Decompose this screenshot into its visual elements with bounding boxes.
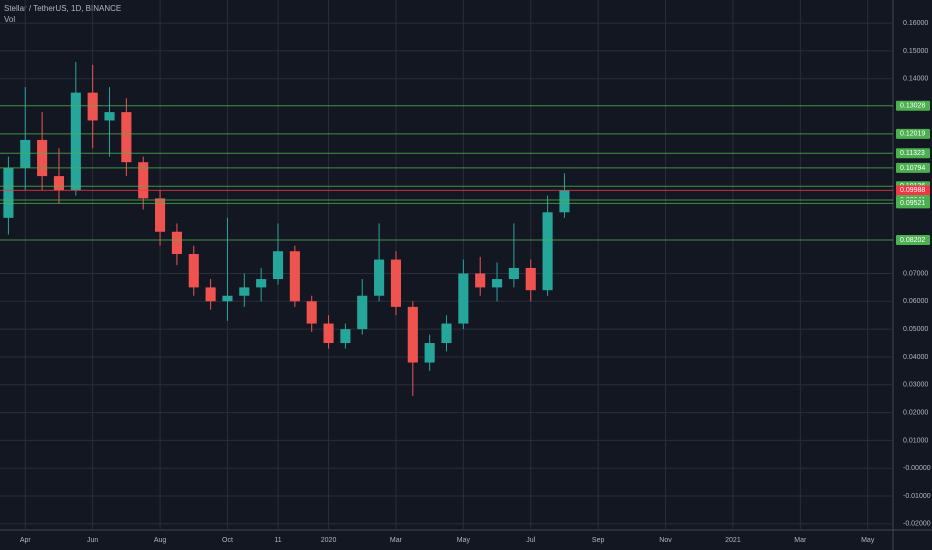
level-tag [896,148,930,159]
candle-body [340,329,351,344]
chart-title: Stellar / TetherUS, 1D, BINANCE [4,4,121,13]
candle-body [458,273,469,324]
y-tick-label: 0.15000 [903,48,928,55]
y-tick-label: 0.06000 [903,298,928,305]
candle-body [390,259,402,307]
x-tick-label: 2020 [321,537,337,544]
candle-body [475,273,486,288]
candle-body [20,139,31,168]
candle-body [306,301,317,324]
candle-body [87,92,98,121]
x-tick-label: Jun [87,537,98,544]
candle-body [542,212,553,291]
candle-body [70,92,81,191]
candle-body [508,267,519,280]
candle-body [155,198,166,232]
candle-body [188,254,199,288]
level-tag [896,185,930,196]
indicator-label: Vol [4,15,15,24]
candle-body [357,295,368,330]
level-tag [896,100,930,111]
level-label: 0.12019 [900,131,925,138]
level-label: 0.09521 [900,200,925,207]
x-tick-label: 2021 [725,537,741,544]
level-label: 0.09988 [900,187,925,194]
y-tick-label: 0.07000 [903,270,928,277]
y-tick-label: 0.02000 [903,409,928,416]
candle-body [289,251,300,302]
x-tick-label: 11 [274,537,281,544]
level-tag [896,198,930,209]
y-tick-label: -0.02000 [903,521,931,528]
candle-body [104,112,115,121]
candle-body [239,287,250,296]
x-tick-label: Sep [592,537,605,544]
candle-body [424,343,435,363]
candle-body [491,279,503,288]
candle-body [138,162,149,199]
level-label: 0.13028 [900,103,925,110]
y-tick-label: 0.04000 [903,354,928,361]
y-tick-label: 0.05000 [903,326,928,333]
y-tick-label: 0.16000 [903,20,928,27]
candle-body [559,190,570,213]
y-tick-label: 0.03000 [903,382,928,389]
x-tick-label: May [457,537,471,544]
candle-body [53,176,65,191]
x-tick-label: Apr [20,537,32,544]
candle-body [3,167,14,218]
x-tick-label: Mar [390,537,403,544]
level-label: 0.08202 [900,237,925,244]
candle-body [205,287,216,302]
candle-body [256,279,267,288]
x-tick-label: Nov [659,537,672,544]
level-label: 0.10794 [900,165,925,172]
x-tick-label: Mar [794,537,807,544]
level-label: 0.11323 [900,150,925,157]
candle-body [441,323,452,344]
y-tick-label: -0.00000 [903,465,931,472]
level-tag [896,162,930,173]
x-tick-label: Aug [154,537,167,544]
candle-body [272,251,284,280]
candle-body [171,231,182,255]
y-tick-label: -0.01000 [903,493,931,500]
x-tick-label: Oct [222,537,233,544]
candle-body [222,295,233,302]
x-tick-label: Jul [526,537,535,544]
candle-body [525,267,536,291]
level-tag [896,235,930,246]
candle-body [374,259,385,296]
y-tick-label: 0.01000 [903,437,928,444]
x-tick-label: May [861,537,875,544]
candle-body [37,139,48,177]
candle-body [323,323,334,344]
candle-body [121,112,132,163]
level-tag [896,128,930,139]
candle-body [407,306,418,363]
y-tick-label: 0.14000 [903,76,928,83]
